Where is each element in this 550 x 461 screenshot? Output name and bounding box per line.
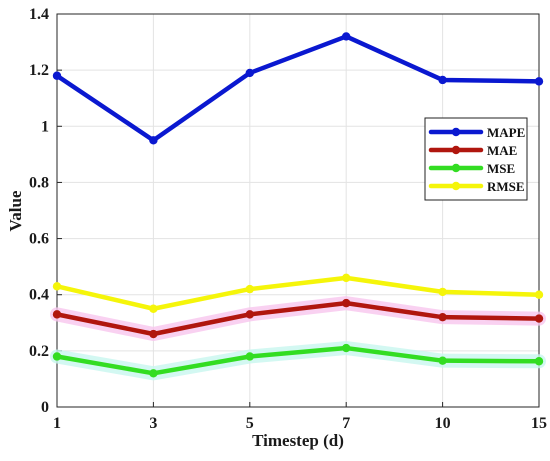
x-tick-label: 7 [342,415,350,432]
legend-label-mse: MSE [487,161,515,176]
data-point-rmse [534,290,544,299]
data-point-mse [149,369,158,378]
data-point-mape [438,75,447,85]
legend-marker-mse [451,163,461,173]
y-axis-title: Value [6,190,25,231]
data-point-mae [342,298,351,308]
legend-label-mape: MAPE [487,125,525,140]
tick-labels: 0 0.2 0.4 0.6 0.8 1 1.2 1.4 1 3 5 7 10 15 [29,6,547,432]
x-tick-label: 5 [246,415,254,432]
axes [56,13,540,408]
y-tick-label: 1.2 [29,62,49,79]
series-line-mape [54,34,542,143]
legend-label-rmse: RMSE [487,179,525,194]
series-line-rmse [54,275,542,311]
data-point-mae [438,312,447,322]
x-tick-label: 1 [53,415,61,432]
x-axis-title: Timestep (d) [252,431,344,450]
data-point-rmse [149,304,158,313]
legend-marker-mae [451,145,461,155]
y-tick-label: 1.4 [29,6,49,23]
x-tick-label: 10 [435,415,451,432]
y-tick-label: 0.6 [29,231,49,248]
data-point-mse [52,352,62,361]
data-point-mae [149,329,158,339]
y-tick-label: 1 [41,118,49,135]
data-point-mape [149,136,158,145]
series-line-mse [54,345,542,376]
legend: MAPE MAE MSE RMSE [424,117,528,201]
x-tick-label: 15 [531,415,547,432]
plot-frame [56,13,540,408]
x-tick-label: 3 [149,415,157,432]
data-point-mae [52,310,62,319]
y-tick-label: 0.4 [29,287,49,304]
data-point-mape [342,32,351,41]
data-point-mape [534,77,544,86]
data-point-mse [245,352,254,361]
data-point-mae [245,310,254,319]
series-lines [52,32,544,378]
data-point-mse [342,343,351,353]
data-point-rmse [52,282,62,291]
data-point-rmse [245,284,254,294]
series-line-mae [54,300,542,337]
data-point-mape [52,71,62,80]
legend-label-mae: MAE [487,143,517,158]
y-tick-label: 0 [41,399,49,416]
data-point-mse [438,356,447,365]
data-point-rmse [342,273,351,283]
legend-marker-rmse [451,181,461,191]
legend-marker-mape [451,127,461,137]
data-point-rmse [438,287,447,297]
data-point-mae [534,314,544,323]
y-tick-label: 0.2 [29,343,49,360]
data-point-mse [534,357,544,366]
y-tick-label: 0.8 [29,174,49,191]
data-point-mape [245,68,254,78]
